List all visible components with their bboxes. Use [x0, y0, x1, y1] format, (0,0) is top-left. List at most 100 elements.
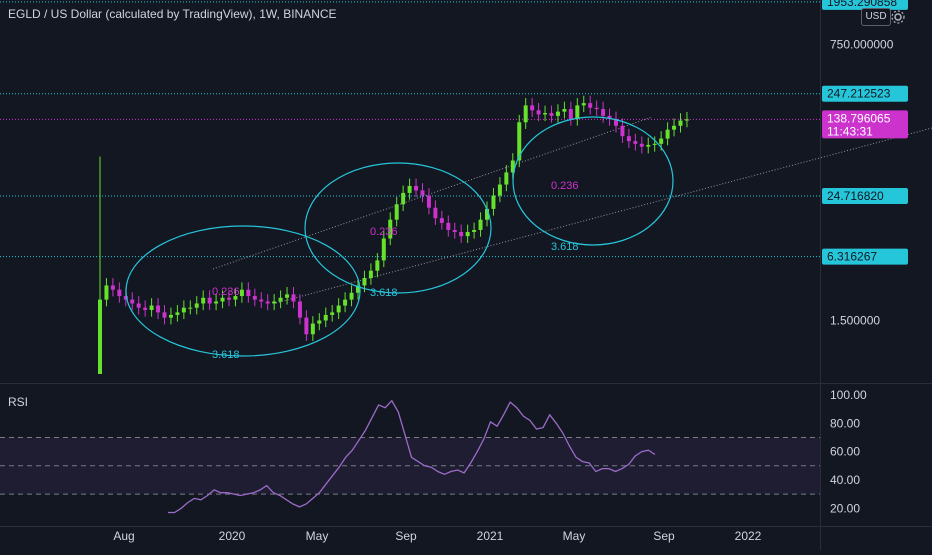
candle-body — [381, 238, 386, 261]
candle-body — [123, 296, 128, 300]
candle-body — [356, 285, 360, 293]
candle-body — [672, 125, 677, 130]
candle-body — [233, 296, 238, 300]
candle-body — [291, 294, 296, 302]
level-tag-4-bg — [822, 248, 908, 265]
candle-body — [607, 115, 612, 119]
candle-body — [665, 129, 670, 139]
candle-body — [633, 141, 638, 144]
rsi-tick-label: 100.00 — [830, 388, 867, 402]
trend-channels — [212, 116, 932, 304]
level-tag-3: 24.716820 — [822, 187, 908, 204]
price-tags: 1953.290858 247.212523 24.716820 6.316267 13… — [822, 0, 908, 265]
fib-annotations: 0.236 3.618 0.236 3.618 0.236 3.618 — [212, 180, 579, 361]
candle-body — [439, 218, 444, 223]
candle-body — [575, 105, 580, 119]
candle-body — [510, 160, 515, 173]
candle-body — [459, 231, 464, 237]
level-tag-4-text: 6.316267 — [827, 250, 877, 264]
horizontal-levels — [0, 1, 820, 258]
chart-title: EGLD / US Dollar (calculated by TradingV… — [8, 7, 337, 21]
current-price-bg — [822, 110, 908, 139]
candle-body — [472, 229, 477, 232]
candle-body — [110, 285, 115, 290]
level-tag-1-text: 1953.290858 — [827, 0, 897, 9]
rsi-label: RSI — [8, 395, 29, 409]
time-tick-label: Sep — [395, 529, 417, 543]
candle-body — [433, 207, 438, 219]
currency-button[interactable]: USD — [861, 8, 891, 26]
candle-body — [168, 314, 173, 318]
fib-label: 3.618 — [551, 241, 579, 253]
candle-body — [555, 111, 560, 116]
candlestick-series — [98, 95, 689, 374]
candle-body — [530, 105, 535, 111]
candle-body — [156, 305, 161, 313]
candle-body — [394, 204, 399, 220]
candle-body — [98, 299, 102, 374]
time-tick-label: Sep — [653, 529, 675, 543]
candle-body — [684, 119, 689, 121]
candle-body — [343, 299, 348, 306]
time-tick-label: 2022 — [735, 529, 762, 543]
candle-body — [368, 270, 373, 279]
candle-body — [227, 297, 231, 300]
candle-body — [626, 136, 631, 142]
candle-body — [407, 185, 412, 193]
current-price-text: 138.796065 — [827, 111, 891, 125]
candle-body — [143, 307, 148, 310]
candle-body — [414, 185, 419, 191]
candle-body — [523, 105, 528, 123]
candle-body — [104, 285, 109, 300]
gear-icon[interactable] — [890, 9, 906, 25]
candle-body — [130, 299, 135, 304]
candle-body — [336, 305, 341, 313]
candle-body — [246, 289, 251, 297]
candle-body — [175, 312, 180, 315]
rsi-axis: 100.00 80.00 60.00 40.00 20.00 — [830, 388, 867, 515]
candle-body — [259, 299, 264, 302]
fib-label: 0.236 — [551, 180, 579, 192]
fib-label: 0.236 — [212, 286, 240, 298]
rsi-pane — [0, 399, 820, 514]
time-tick-label: 2020 — [219, 529, 246, 543]
candle-body — [272, 301, 277, 304]
candle-body — [239, 289, 244, 297]
candle-body — [536, 110, 541, 115]
level-tag-1-bg — [822, 0, 908, 10]
time-tick-label: May — [563, 529, 586, 543]
rsi-tick-label: 40.00 — [830, 473, 860, 487]
candle-body — [497, 184, 502, 196]
channel-upper — [212, 116, 653, 270]
candle-body — [220, 297, 225, 302]
candle-body — [162, 312, 167, 318]
level-tag-3-text: 24.716820 — [827, 189, 884, 203]
candle-body — [207, 297, 212, 304]
rsi-tick-label: 60.00 — [830, 445, 860, 459]
candle-body — [562, 109, 567, 112]
channel-lower — [275, 127, 932, 304]
candle-body — [310, 323, 315, 335]
candle-body — [117, 289, 122, 297]
candle-body — [620, 125, 625, 137]
price-axis: 750.000000 1.500000 — [830, 37, 894, 327]
candle-body — [252, 296, 257, 300]
candle-body — [478, 219, 483, 230]
fib-circle-right — [512, 116, 674, 246]
candle-body — [214, 301, 219, 304]
level-tag-1: 1953.290858 — [822, 0, 908, 10]
level-tag-4: 6.316267 — [822, 248, 908, 265]
candle-body — [362, 278, 367, 286]
level-tag-2-text: 247.212523 — [827, 87, 891, 101]
rsi-tick-label: 20.00 — [830, 501, 860, 515]
price-tick-label: 1.500000 — [830, 313, 880, 327]
candle-body — [646, 144, 651, 147]
candle-body — [285, 294, 290, 298]
level-tag-2-bg — [822, 85, 908, 102]
fibonacci-circles — [125, 116, 674, 357]
candle-body — [188, 307, 193, 309]
